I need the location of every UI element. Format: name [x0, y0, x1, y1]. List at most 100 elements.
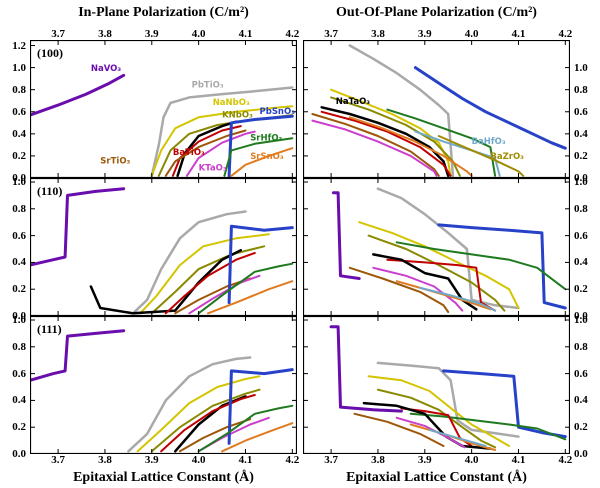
- series-PbTiO3: [150, 86, 294, 178]
- series-KTaO3: [185, 130, 256, 177]
- y-tick-label: 0.8: [574, 202, 588, 215]
- y-tick-label: 0.2: [574, 283, 588, 296]
- series-KNbO3: [150, 245, 266, 315]
- series-BaHfO3: [419, 286, 497, 312]
- top-axis-right-spacer: [570, 26, 600, 40]
- series-SrTiO3: [353, 412, 445, 447]
- y-tick-label: 1.0: [574, 61, 588, 74]
- series-PbSnO3: [437, 223, 567, 310]
- series-KNbO3: [150, 388, 261, 453]
- y-tick-label: 0.0: [574, 310, 588, 322]
- x-tick-label: 4.1: [511, 454, 526, 466]
- panel-110-in-plane: (110): [30, 178, 297, 316]
- label-SrSnO3: SrSnO₃: [250, 152, 284, 162]
- series-SrTiO3: [311, 113, 440, 177]
- bottom-axis-left-spacer: [0, 454, 30, 468]
- row-label-111-in-plane: (111): [37, 322, 62, 336]
- series-PbSnO3: [227, 368, 294, 445]
- y-ticks-right-row-110: 0.0 0.2 0.4 0.6 0.8 1.0: [570, 176, 600, 322]
- label-NaTaO3: NaTaO₃: [336, 97, 371, 107]
- label-NaVO3: NaVO₃: [91, 64, 122, 74]
- x-ticks-top-right: 3.7 3.8 3.9 4.0 4.1 4.2: [303, 26, 573, 40]
- x-axis-label-right: Epitaxial Lattice Constant (Å): [346, 470, 527, 485]
- x-tick-label: 4.1: [511, 28, 526, 40]
- y-tick-label: 0.6: [12, 229, 26, 242]
- y-tick-label: 0.8: [574, 340, 588, 353]
- series-NaTaO3: [89, 249, 243, 315]
- series-BaTiO3: [320, 110, 452, 177]
- column-title-in-plane: In-Plane Polarization (C/m²): [78, 5, 249, 20]
- bottom-axis-right-spacer: [570, 454, 600, 468]
- series-KTaO3: [311, 119, 438, 177]
- series-SrHfO3: [386, 108, 497, 177]
- y-tick-label: 0.6: [574, 367, 588, 380]
- series-SrSnO3: [230, 147, 294, 177]
- y-tick-label: 1.2: [12, 39, 26, 52]
- x-tick-label: 3.7: [324, 28, 338, 40]
- label-PbTiO3: PbTiO₃: [192, 81, 224, 91]
- series-SrTiO3: [178, 418, 252, 453]
- x-tick-label: 3.7: [51, 454, 65, 466]
- y-tick-label: 0.4: [12, 127, 26, 140]
- y-tick-label: 0.4: [12, 394, 26, 407]
- y-ticks-right-row-100: 0.0 0.2 0.4 0.6 0.8 1.0: [570, 40, 600, 184]
- y-tick-label: 0.8: [574, 83, 588, 96]
- series-NaNbO3: [150, 105, 294, 177]
- x-tick-label: 3.8: [371, 28, 385, 40]
- y-tick-label: 0.2: [574, 421, 588, 434]
- y-tick-label: 0.0: [12, 310, 26, 322]
- series-PbSnO3: [227, 114, 294, 178]
- x-ticks-bottom-left: 3.7 3.8 3.9 4.0 4.1 4.2: [30, 454, 299, 468]
- panel-100-in-plane: (100) NaVO₃ PbTiO₃ NaNbO₃ KNbO₃ PbSnO₃ SrHfO₃ S…: [30, 40, 297, 178]
- series-PbTiO3: [127, 356, 252, 453]
- top-x-axis-row: 3.7 3.8 3.9 4.0 4.1 4.2 3.7 3.8 3.9 4.0 4.1 4.2: [0, 26, 600, 40]
- x-ticks-bottom-right: 3.7 3.8 3.9 4.0 4.1 4.2: [303, 454, 572, 468]
- series-KNbO3: [367, 234, 506, 312]
- label-BaHfO3: BaHfO₃: [472, 137, 506, 147]
- y-tick-label: 0.6: [12, 105, 26, 118]
- x-tick-label: 4.0: [191, 28, 206, 40]
- x-tick-label: 3.9: [417, 28, 432, 40]
- series-NaTaO3: [320, 106, 450, 178]
- x-tick-label: 4.2: [558, 28, 573, 40]
- y-tick-label: 1.0: [12, 61, 26, 74]
- series-NaNbO3: [367, 375, 511, 447]
- series-PbTiO3: [348, 44, 455, 178]
- x-tick-label: 4.0: [464, 28, 479, 40]
- x-tick-label: 3.8: [98, 454, 112, 466]
- y-tick-label: 0.6: [574, 105, 588, 118]
- x-tick-label: 3.8: [98, 28, 112, 40]
- series-BaZrO3: [437, 135, 525, 177]
- y-tick-label: 0.4: [574, 256, 588, 269]
- series-SrHfO3: [223, 137, 294, 177]
- x-tick-label: 3.8: [371, 454, 385, 466]
- series-NaVO3: [329, 325, 403, 413]
- x-tick-label: 3.9: [417, 454, 432, 466]
- series-NaVO3: [30, 187, 126, 267]
- panel-row-110: 0.0 0.2 0.4 0.6 0.8 1.0 (110) 0.0 0.2 0.4 0.6 0.8…: [0, 176, 600, 322]
- x-tick-label: 3.9: [144, 454, 159, 466]
- x-tick-label: 3.7: [51, 28, 65, 40]
- y-tick-label: 0.0: [12, 172, 26, 184]
- panel-100-out-of-plane: NaTaO₃ BaHfO₃ BaZrO₃: [303, 40, 570, 178]
- label-NaNbO3: NaNbO₃: [213, 98, 250, 108]
- label-KNbO3: KNbO₃: [222, 110, 253, 120]
- x-tick-label: 4.1: [238, 454, 253, 466]
- panel-111-out-of-plane: [303, 316, 570, 454]
- top-axis-left-spacer: [0, 26, 30, 40]
- label-BaZrO3: BaZrO₃: [490, 152, 524, 162]
- column-title-out-of-plane: Out-Of-Plane Polarization (C/m²): [336, 5, 537, 20]
- row-label-100-in-plane: (100): [37, 46, 63, 60]
- row-label-110-in-plane: (110): [37, 184, 62, 198]
- series-NaNbO3: [139, 233, 270, 315]
- panel-row-100: 0.0 0.2 0.4 0.6 0.8 1.0 1.2 (100) NaVO₃ PbTiO₃ Na…: [0, 39, 600, 184]
- series-SrSnO3: [348, 116, 473, 177]
- series-NaNbO3: [330, 88, 452, 177]
- series-BaHfO3: [428, 428, 487, 447]
- series-NaTaO3: [362, 401, 492, 450]
- series-SrSnO3: [395, 280, 492, 311]
- x-tick-label: 3.9: [144, 28, 159, 40]
- y-tick-label: 0.6: [12, 367, 26, 380]
- series-SrHfO3: [197, 404, 294, 453]
